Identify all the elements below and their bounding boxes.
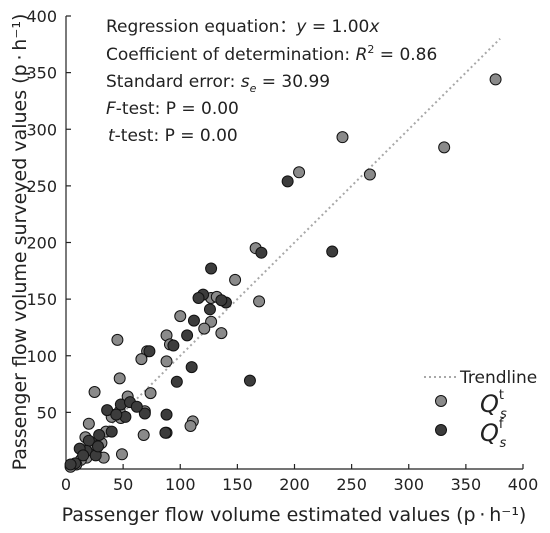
point-qf: [255, 246, 268, 259]
point-qf: [91, 440, 104, 453]
legend-qt-marker: [435, 395, 447, 407]
f-test: F-test: P = 0.00: [106, 99, 239, 119]
legend-qf-label: Qf s: [480, 417, 506, 451]
point-qf: [170, 375, 183, 388]
point-qf: [77, 449, 90, 462]
data-points: [64, 73, 502, 473]
legend: Trendline Qt s Qf s: [424, 368, 537, 451]
x-tick-label: 350: [451, 475, 482, 494]
point-qf: [64, 458, 77, 471]
legend-qt-label: Qt s: [480, 388, 507, 422]
y-tick-label: 250: [26, 177, 57, 196]
trendline-group: [65, 37, 501, 470]
y-tick-label: 400: [26, 7, 57, 26]
point-qf: [138, 407, 151, 420]
point-qf: [192, 291, 205, 304]
x-tick-label: 150: [222, 475, 253, 494]
y-tick-label: 200: [26, 234, 57, 253]
point-qt: [135, 353, 148, 366]
point-qf: [110, 408, 123, 421]
y-tick-label: 100: [26, 347, 57, 366]
standard-error: Standard error: se = 30.99: [106, 72, 330, 95]
point-qf: [243, 374, 256, 387]
x-tick-label: 400: [508, 475, 539, 494]
x-tick-label: 300: [393, 475, 424, 494]
point-qt: [144, 387, 157, 400]
point-qf: [215, 294, 228, 307]
point-qf: [203, 303, 216, 316]
x-axis-label: Passenger flow volume estimated values (…: [62, 504, 527, 526]
x-tick-label: 250: [336, 475, 367, 494]
point-qt: [160, 355, 173, 368]
regression-equation: Regression equation：y = 1.00x: [106, 17, 380, 37]
point-qt: [113, 372, 126, 385]
coefficient-of-determination: Coefficient of determination: R2 = 0.86: [106, 43, 437, 65]
x-tick-label: 100: [165, 475, 196, 494]
legend-trendline-label: Trendline: [459, 368, 537, 388]
point-qf: [326, 245, 339, 258]
point-qt: [253, 295, 266, 308]
point-qt: [363, 168, 376, 181]
point-qt: [82, 417, 95, 430]
point-qt: [438, 141, 451, 154]
point-qt: [336, 131, 349, 144]
x-ticks: 0 50 100 150 200 250 300 350 400: [61, 464, 538, 494]
stats-annotation: Regression equation：y = 1.00x Coefficien…: [106, 17, 437, 146]
point-qt: [184, 419, 197, 432]
point-qt: [174, 310, 187, 323]
y-ticks: 50 100 150 200 250 300 350 400: [26, 7, 71, 422]
point-qf: [205, 262, 218, 275]
point-qt: [137, 429, 150, 442]
point-qt: [229, 273, 242, 286]
t-test: t-test: P = 0.00: [108, 126, 238, 146]
point-qt: [115, 448, 128, 461]
point-qt: [111, 333, 124, 346]
y-tick-label: 300: [26, 120, 57, 139]
x-tick-label: 50: [113, 475, 133, 494]
point-qf: [105, 425, 118, 438]
y-tick-label: 350: [26, 64, 57, 83]
point-qf: [185, 361, 198, 374]
legend-qf-marker: [435, 424, 447, 436]
point-qf: [143, 345, 156, 358]
point-qf: [130, 400, 143, 413]
trendline: [65, 37, 501, 470]
point-qt: [88, 385, 101, 398]
point-qt: [293, 166, 306, 179]
x-tick-label: 200: [279, 475, 310, 494]
point-qt: [489, 73, 502, 86]
point-qt: [198, 322, 211, 335]
point-qf: [281, 175, 294, 188]
y-axis-label: Passenger flow volume surveyed values (p…: [9, 14, 31, 471]
point-qf: [159, 426, 172, 439]
point-qf: [167, 339, 180, 352]
point-qf: [93, 429, 106, 442]
point-qt: [215, 327, 228, 340]
y-tick-label: 50: [37, 403, 57, 422]
x-tick-label: 0: [61, 475, 71, 494]
y-tick-label: 150: [26, 290, 57, 309]
point-qf: [181, 329, 194, 342]
point-qf: [187, 314, 200, 327]
point-qf: [160, 408, 173, 421]
